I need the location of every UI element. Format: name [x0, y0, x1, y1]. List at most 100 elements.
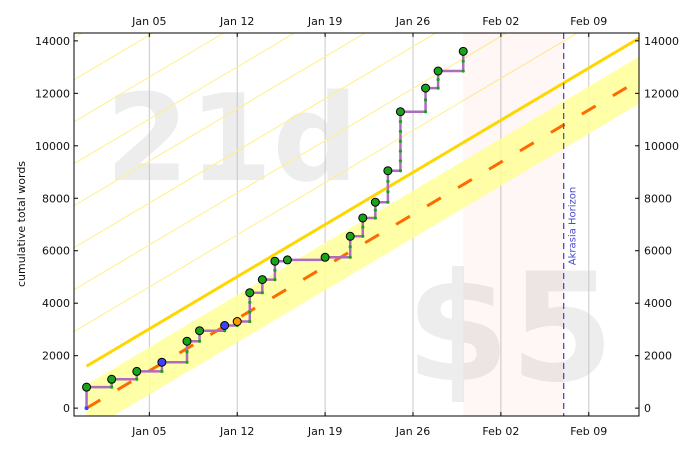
- minor-datapoint: [348, 255, 352, 259]
- datapoint[interactable]: [232, 317, 242, 327]
- minor-datapoint: [398, 169, 403, 173]
- minor-datapoint: [436, 86, 440, 90]
- y-tick-label: 14000: [35, 35, 70, 48]
- road-centerline: [85, 78, 639, 410]
- x-tick-label-top: Jan 12: [219, 15, 254, 28]
- plot-frame: [73, 32, 640, 417]
- x-tick-label: Feb 02: [482, 425, 519, 438]
- y-tick-label-right: 6000: [644, 245, 672, 258]
- minor-datapoint: [197, 339, 202, 343]
- minor-datapoint: [386, 200, 390, 204]
- minor-datapoint: [185, 350, 189, 354]
- y-tick-label: 2000: [42, 350, 70, 363]
- x-tick-label: Jan 12: [219, 425, 254, 438]
- minor-datapoint: [135, 377, 139, 381]
- x-tick-label: Jan 26: [395, 425, 430, 438]
- y-tick-label: 4000: [42, 297, 70, 310]
- y-tick-label: 12000: [35, 87, 70, 100]
- datapoint[interactable]: [345, 231, 355, 241]
- minor-datapoint: [398, 129, 403, 133]
- minor-datapoint: [84, 406, 89, 411]
- minor-datapoint: [398, 139, 403, 143]
- minor-datapoint: [223, 329, 227, 333]
- datapoint[interactable]: [157, 357, 167, 367]
- datapoint[interactable]: [270, 256, 280, 266]
- minor-datapoint: [398, 149, 403, 153]
- y-tick-label-right: 8000: [644, 192, 672, 205]
- minor-datapoint: [398, 159, 403, 163]
- minor-datapoint: [273, 268, 277, 273]
- datapoint[interactable]: [107, 374, 117, 384]
- datapoint[interactable]: [458, 46, 468, 56]
- minor-datapoint: [248, 300, 252, 304]
- minor-datapoint: [361, 234, 365, 238]
- datapoint[interactable]: [395, 107, 405, 117]
- datapoint[interactable]: [358, 213, 368, 223]
- y-tick-label: 0: [63, 402, 70, 415]
- datapoint[interactable]: [132, 366, 142, 376]
- minor-datapoint: [110, 385, 114, 389]
- minor-datapoint: [386, 190, 390, 194]
- x-tick-label: Jan 05: [131, 425, 166, 438]
- minor-datapoint: [260, 291, 264, 295]
- x-tick-label: Jan 19: [307, 425, 342, 438]
- akrasia-horizon-label: Akrasia Horizon: [568, 187, 579, 265]
- minor-datapoint: [386, 179, 390, 183]
- guide-line: [74, 33, 154, 81]
- pledge-watermark: $5: [406, 242, 615, 416]
- x-tick-label-top: Feb 09: [570, 15, 607, 28]
- x-tick-label: Feb 09: [570, 425, 607, 438]
- minor-datapoint: [373, 216, 377, 220]
- datapoint[interactable]: [195, 326, 205, 336]
- minor-datapoint: [185, 360, 189, 364]
- y-axis-label: cumulative total words: [15, 161, 28, 287]
- y-tick-label: 6000: [42, 245, 70, 258]
- datapoint[interactable]: [245, 288, 255, 298]
- minor-datapoint: [461, 59, 465, 63]
- datapoint[interactable]: [220, 320, 230, 330]
- minor-datapoint: [423, 98, 428, 102]
- guide-line: [74, 33, 508, 291]
- y-tick-label-right: 12000: [644, 87, 679, 100]
- road-edge: [86, 79, 639, 409]
- y-tick-label-right: 0: [644, 402, 651, 415]
- minor-datapoint: [398, 119, 403, 124]
- minor-datapoint: [436, 77, 440, 82]
- minor-datapoint: [373, 208, 377, 212]
- datapoint[interactable]: [82, 382, 92, 392]
- road-upper-line: [85, 36, 639, 368]
- datapoint[interactable]: [320, 252, 330, 262]
- minor-datapoint: [273, 277, 277, 282]
- datapoint[interactable]: [383, 166, 393, 176]
- x-tick-label-top: Jan 05: [131, 15, 166, 28]
- y-tick-label-right: 4000: [644, 297, 672, 310]
- y-tick-label-right: 14000: [644, 35, 679, 48]
- x-tick-label-top: Feb 02: [482, 15, 519, 28]
- minor-datapoint: [248, 310, 252, 314]
- x-tick-label-top: Jan 19: [307, 15, 342, 28]
- minor-datapoint: [423, 110, 428, 114]
- guide-line: [74, 33, 437, 249]
- minor-datapoint: [361, 225, 365, 229]
- datapoint[interactable]: [370, 197, 380, 207]
- y-tick-label-right: 2000: [644, 350, 672, 363]
- y-tick-label: 8000: [42, 192, 70, 205]
- guide-line: [74, 33, 366, 207]
- minor-datapoint: [248, 319, 252, 324]
- days-left-watermark: 21d: [106, 70, 359, 209]
- guide-line: [74, 33, 225, 123]
- datapoint[interactable]: [257, 275, 267, 285]
- datapoint[interactable]: [433, 66, 443, 76]
- minor-datapoint: [461, 69, 465, 73]
- y-tick-label: 10000: [35, 140, 70, 153]
- datapoint[interactable]: [182, 336, 192, 346]
- minor-datapoint: [160, 369, 164, 374]
- y-tick-label-right: 10000: [644, 140, 679, 153]
- guide-line: [74, 33, 296, 165]
- guide-line: [74, 33, 579, 333]
- datapoint[interactable]: [421, 83, 431, 93]
- x-tick-label-top: Jan 26: [395, 15, 430, 28]
- datapoint[interactable]: [282, 255, 292, 265]
- minor-datapoint: [348, 245, 352, 249]
